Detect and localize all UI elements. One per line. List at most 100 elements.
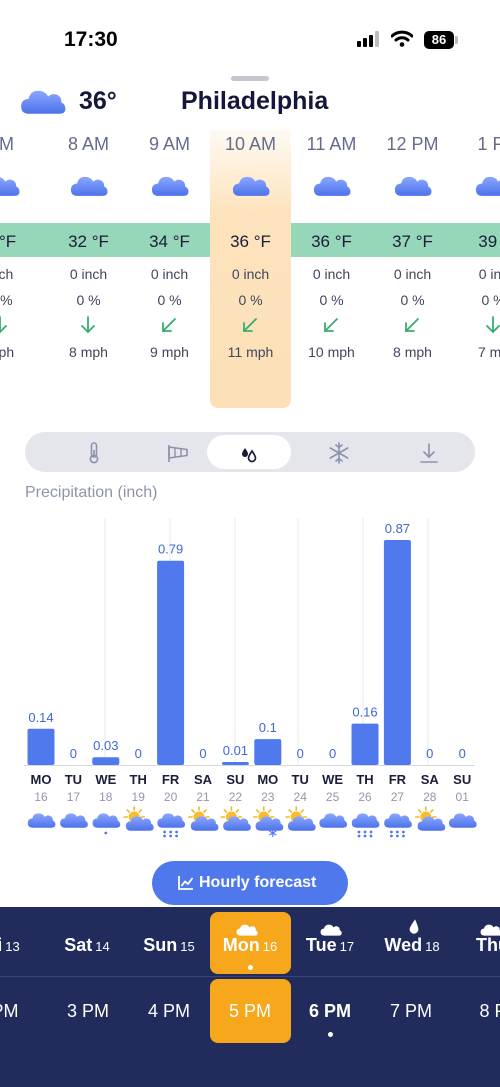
hour-precip-probability: 0 % — [238, 292, 263, 308]
day-name: Wed — [384, 935, 423, 955]
hour-column[interactable]: 11 AM 36 °F 0 inch 0 % 10 mph — [291, 128, 372, 413]
time-selector-item[interactable]: 5 PM — [228, 1001, 271, 1021]
sun-cloud-icon — [414, 806, 446, 831]
sun-cloud-icon — [220, 806, 251, 831]
hour-column[interactable]: 8 AM 32 °F 0 inch 0 % 8 mph — [48, 128, 129, 413]
tab-temperature[interactable] — [52, 435, 136, 469]
sun-cloud-snow-icon — [253, 806, 284, 837]
hourly-forecast-button[interactable]: Hourly forecast — [152, 861, 348, 905]
day-selector-item[interactable]: Sun 15 — [124, 935, 214, 965]
cloud-icon — [232, 176, 270, 196]
precip-bar[interactable] — [27, 728, 55, 765]
precip-bar[interactable] — [92, 757, 120, 765]
date-tick-label: 01 — [456, 790, 470, 804]
cloud-icon — [475, 176, 500, 196]
day-tick-label: TU — [292, 772, 309, 787]
day-tick-label: FR — [389, 772, 407, 787]
hour-column[interactable]: 10 AM 36 °F 0 inch 0 % 11 mph — [210, 128, 291, 413]
day-name: Mon — [222, 935, 260, 955]
day-selector-item[interactable]: Mon 16 — [205, 935, 295, 965]
bar-value-label: 0 — [199, 746, 206, 761]
time-selector-item[interactable]: 4 PM — [147, 1001, 190, 1021]
tab-snow[interactable] — [296, 435, 380, 469]
precip-bar[interactable] — [157, 560, 185, 765]
hour-column[interactable]: 9 AM 34 °F 0 inch 0 % 9 mph — [129, 128, 210, 413]
hour-precipitation: 0 inch — [312, 266, 351, 282]
day-number: 18 — [425, 939, 440, 954]
cloud-icon — [27, 813, 56, 828]
day-tick-label: FR — [162, 772, 180, 787]
day-selector-item[interactable]: ri13 — [0, 935, 50, 965]
day-selector-item[interactable]: Thu — [449, 935, 500, 965]
bar-value-label: 0 — [329, 746, 336, 761]
chart-line-icon — [178, 876, 194, 890]
drag-handle[interactable] — [231, 76, 269, 81]
thermometer-icon — [89, 442, 99, 464]
day-tick-label: WE — [322, 772, 343, 787]
arrow-down-left-icon — [243, 318, 257, 332]
day-tick-label: MO — [31, 772, 52, 787]
arrow-down-icon — [81, 316, 95, 334]
day-tick-label: WE — [95, 772, 116, 787]
hour-column[interactable]: 12 PM 37 °F 0 inch 0 % 8 mph — [372, 128, 453, 413]
hour-wind-speed: mph — [0, 344, 15, 360]
hour-time: 11 AM — [306, 134, 357, 154]
date-tick-label: 24 — [294, 790, 308, 804]
time-selector-item[interactable]: 6 PM — [308, 1001, 351, 1021]
day-selector-item[interactable]: Tue 17 — [285, 935, 375, 965]
sun-cloud-icon — [123, 806, 154, 831]
tab-download[interactable] — [387, 435, 471, 469]
hourly-forecast-strip[interactable]: AM 2 °F inch 0 % mph 8 AM 32 °F 0 inch 0 % 8 mph 9… — [0, 128, 500, 413]
time-selector-item[interactable]: PM — [0, 1001, 19, 1021]
bar-value-label: 0 — [70, 746, 77, 761]
wifi-icon — [391, 30, 413, 47]
arrow-down-left-icon — [324, 318, 338, 332]
cloud-icon — [151, 176, 189, 196]
hour-wind-speed: 8 mph — [69, 344, 108, 360]
bar-value-label: 0.1 — [259, 720, 277, 735]
windsock-icon — [168, 445, 188, 462]
hour-precipitation: 0 inch — [231, 266, 270, 282]
date-tick-label: 22 — [229, 790, 243, 804]
day-tick-label: TH — [356, 772, 373, 787]
hour-temperature: 34 °F — [149, 232, 190, 251]
time-selector-item[interactable]: 3 PM — [66, 1001, 109, 1021]
time-selector-item[interactable]: 8 P — [479, 1001, 500, 1021]
hour-temperature: 32 °F — [68, 232, 109, 251]
time-selector-item[interactable]: 7 PM — [389, 1001, 432, 1021]
tab-wind[interactable] — [135, 435, 219, 469]
hour-column[interactable]: AM 2 °F inch 0 % mph — [0, 128, 41, 413]
precip-bar[interactable] — [221, 762, 249, 765]
bar-value-label: 0 — [459, 746, 466, 761]
hour-precipitation: inch — [0, 266, 14, 282]
hour-precipitation: 0 inch — [69, 266, 108, 282]
precip-bar[interactable] — [383, 540, 411, 765]
cloud-rain-icon — [384, 813, 412, 838]
status-time: 17:30 — [64, 28, 118, 51]
arrow-down-left-icon — [405, 318, 419, 332]
bar-value-label: 0 — [135, 746, 142, 761]
precip-bar[interactable] — [254, 739, 282, 765]
precip-bar[interactable] — [351, 723, 379, 765]
chart-type-selector[interactable] — [25, 432, 475, 472]
hour-column[interactable]: 1 PI 39 ° 0 inc 0 % 7 mp — [453, 128, 500, 413]
city-name[interactable]: Philadelphia — [181, 87, 329, 115]
day-tick-label: SA — [421, 772, 440, 787]
hour-precipitation: 0 inch — [150, 266, 189, 282]
day-selector-item[interactable]: Sat 14 — [42, 935, 132, 965]
selected-day-pill — [210, 912, 291, 974]
tab-precipitation[interactable] — [207, 435, 291, 469]
chart-title: Precipitation (inch) — [25, 484, 158, 501]
date-tick-label: 18 — [99, 790, 113, 804]
snowflake-icon — [329, 442, 349, 464]
date-tick-label: 17 — [67, 790, 81, 804]
time-selector-bar[interactable]: ri13Sat14Sun15Mon16Tue17Wed18ThuPM3 PM4 … — [0, 907, 500, 1087]
selected-time-pill — [210, 979, 291, 1043]
day-name: Sun — [143, 935, 178, 955]
day-selector-item[interactable]: Wed 18 — [367, 935, 457, 965]
day-number: 15 — [180, 939, 195, 954]
signal-icon — [357, 31, 379, 47]
day-name: Tue — [305, 935, 337, 955]
bar-value-label: 0.16 — [352, 705, 377, 720]
bar-value-label: 0.01 — [223, 743, 248, 758]
